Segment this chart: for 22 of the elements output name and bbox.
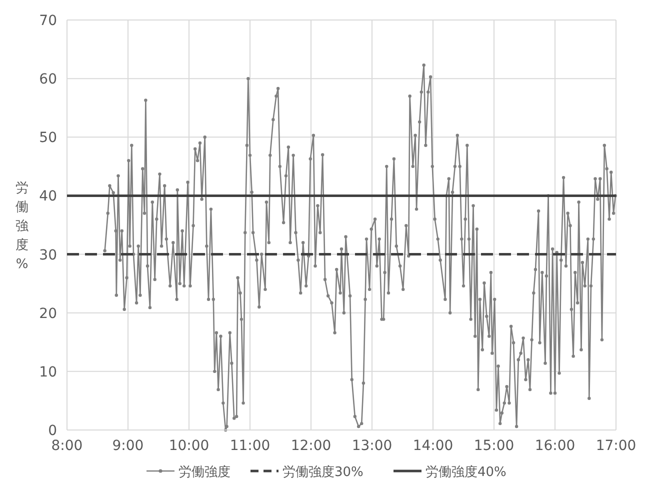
x-tick-label: 9:00 [112,438,144,454]
y-tick-label: 0 [48,423,57,439]
x-tick-label: 8:00 [51,438,83,454]
x-tick-label: 12:00 [290,438,332,454]
legend-label: 労働強度40% [426,464,506,480]
x-tick-label: 10:00 [168,438,210,454]
y-tick-label: 60 [39,72,57,88]
x-tick-label: 13:00 [352,438,392,454]
x-tick-label: 14:00 [412,438,454,454]
legend-label: 労働強度30% [282,464,364,480]
y-tick-label: 70 [39,13,57,29]
x-tick-label: 16:00 [534,438,576,454]
y-tick-label: 20 [39,306,57,322]
x-tick-label: 17:00 [596,438,636,454]
y-axis-title: 労働強度% [16,181,28,272]
legend-label: 労働強度 [178,464,230,480]
y-tick-label: 40 [39,188,57,205]
x-tick-label: 11:00 [230,438,270,454]
x-tick-label: 15:00 [474,438,514,454]
y-tick-label: 50 [39,130,57,146]
y-tick-label: 30 [39,247,57,264]
y-tick-label: 10 [39,364,57,380]
